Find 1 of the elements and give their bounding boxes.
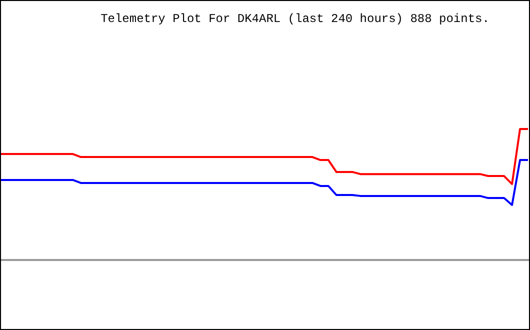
chart-title: Telemetry Plot For DK4ARL (last 240 hours) 888 points. (100, 12, 490, 26)
